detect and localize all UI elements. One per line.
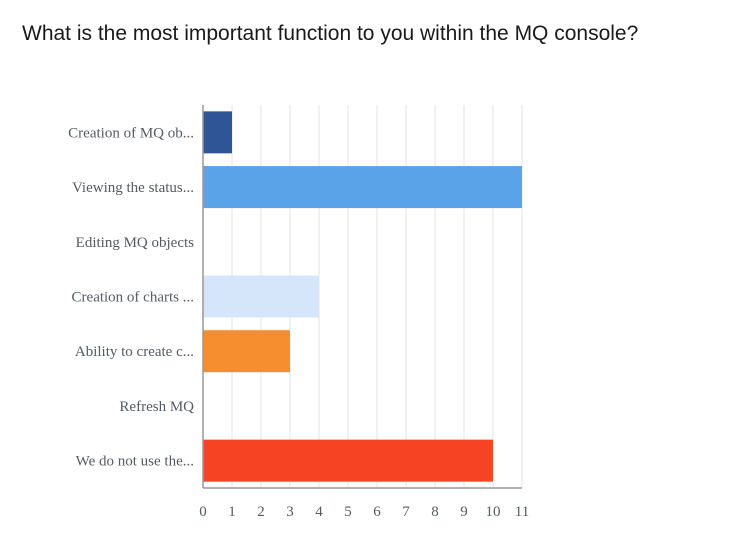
- bar: [203, 330, 290, 373]
- survey-question-title: What is the most important function to y…: [22, 22, 639, 45]
- category-label: Refresh MQ: [119, 399, 194, 415]
- category-label: We do not use the...: [76, 454, 194, 470]
- x-tick-label: 10: [486, 504, 501, 520]
- category-label: Editing MQ objects: [76, 235, 194, 251]
- category-label: Creation of MQ ob...: [68, 125, 194, 141]
- x-tick-label: 3: [286, 504, 294, 520]
- x-tick-label: 1: [228, 504, 236, 520]
- bar: [203, 111, 232, 154]
- x-tick-label: 11: [515, 504, 529, 520]
- x-tick-label: 8: [431, 504, 439, 520]
- x-tick-label: 2: [257, 504, 265, 520]
- category-label: Viewing the status...: [72, 180, 194, 196]
- bar: [203, 166, 522, 209]
- x-tick-label: 9: [460, 504, 468, 520]
- category-label: Creation of charts ...: [72, 290, 194, 306]
- bar: [203, 275, 319, 318]
- x-tick-label: 0: [199, 504, 207, 520]
- x-tick-label: 7: [402, 504, 410, 520]
- x-tick-label: 4: [315, 504, 323, 520]
- bar: [203, 439, 493, 482]
- x-tick-label: 6: [373, 504, 381, 520]
- category-label: Ability to create c...: [75, 344, 194, 360]
- x-tick-label: 5: [344, 504, 352, 520]
